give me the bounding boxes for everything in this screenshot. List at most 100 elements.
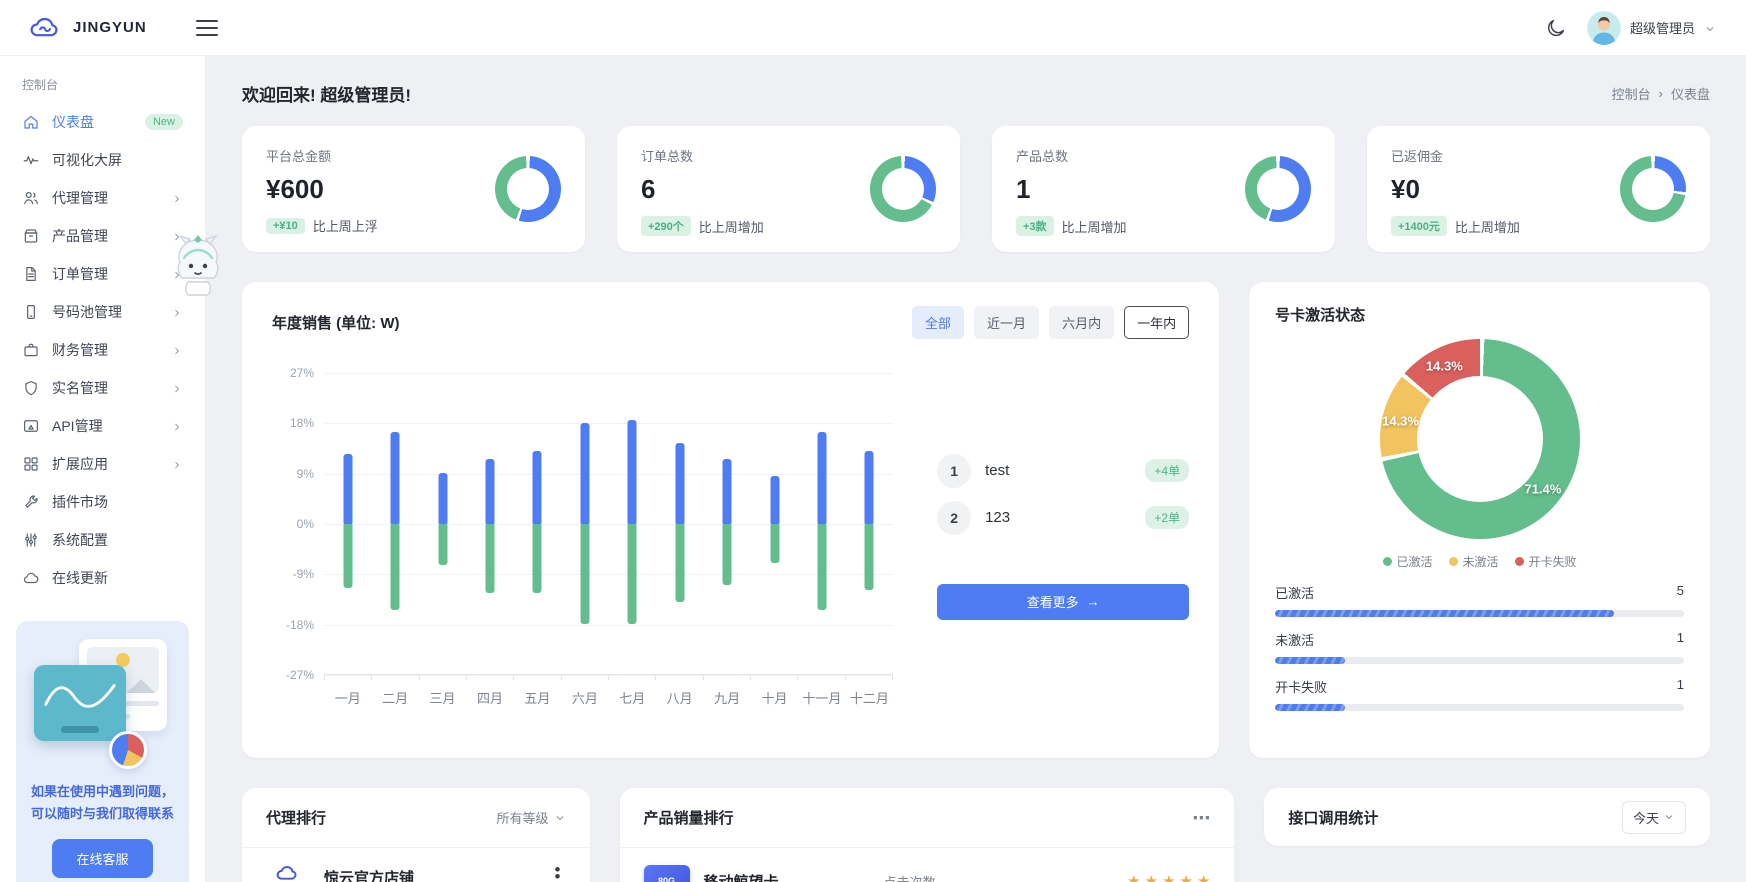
file-icon xyxy=(22,265,40,283)
sidebar-item-agent-management[interactable]: 代理管理 xyxy=(16,179,189,217)
progress-label: 未激活 xyxy=(1275,633,1315,648)
progress-row: 已激活 5 xyxy=(1275,583,1684,617)
ranking-row[interactable]: 1 test +4单 xyxy=(937,453,1190,488)
x-tick xyxy=(372,675,420,680)
month-label: 九月 xyxy=(714,691,741,706)
rank-name: test xyxy=(985,462,1010,479)
bar-column xyxy=(514,373,561,674)
rank-number: 1 xyxy=(937,453,972,488)
legend-item[interactable]: 开卡失败 xyxy=(1514,553,1577,570)
month-label: 四月 xyxy=(476,691,503,706)
sidebar-item-order-management[interactable]: 订单管理 xyxy=(16,255,189,293)
stat-card: 平台总金额 ¥600 +¥10 比上周上浮 xyxy=(242,126,585,252)
hamburger-icon[interactable] xyxy=(196,19,218,36)
tab-six-months[interactable]: 六月内 xyxy=(1049,306,1115,339)
chevron-right-icon xyxy=(171,420,183,432)
bar-column xyxy=(798,373,845,674)
mascot-character[interactable] xyxy=(166,232,230,298)
product-row[interactable]: 80G 移动鲸望卡 点击次数 ★ ★ ★ ★ ★ xyxy=(620,848,1235,882)
progress-head: 未激活 1 xyxy=(1275,630,1684,649)
stat-label: 已返佣金 xyxy=(1391,149,1444,164)
sidebar-item-finance[interactable]: 财务管理 xyxy=(16,331,189,369)
progress-head: 已激活 5 xyxy=(1275,583,1684,602)
avatar xyxy=(1586,10,1621,45)
shop-name: 惊云官方店铺 xyxy=(324,869,415,882)
bar-column xyxy=(466,373,513,674)
donut-hole xyxy=(1416,376,1543,502)
stat-card-info: 订单总数 6 +290个 比上周增加 xyxy=(641,146,764,236)
star-icon: ★ xyxy=(1179,873,1193,882)
x-tick xyxy=(467,675,515,680)
sidebar-item-visual-screen[interactable]: 可视化大屏 xyxy=(16,141,189,179)
online-support-button[interactable]: 在线客服 xyxy=(52,839,153,879)
gridline xyxy=(324,675,894,676)
stat-label: 平台总金额 xyxy=(266,149,332,164)
sidebar-item-product-management[interactable]: 产品管理 xyxy=(16,217,189,255)
ranking-row[interactable]: 2 123 +2单 xyxy=(937,500,1190,535)
bar-positive xyxy=(438,473,448,524)
view-more-button[interactable]: 查看更多 → xyxy=(937,583,1190,620)
product-name: 移动鲸望卡 xyxy=(703,873,779,882)
breadcrumb-console[interactable]: 控制台 xyxy=(1611,86,1651,102)
progress-track xyxy=(1275,704,1684,711)
sidebar-item-extensions[interactable]: 扩展应用 xyxy=(16,445,189,483)
stats-row: 平台总金额 ¥600 +¥10 比上周上浮 订单总数 6 +290个 比上周增加 产品总数 1 +3… xyxy=(242,126,1710,252)
more-options-icon[interactable]: ⋯ xyxy=(1192,807,1211,828)
agent-level-filter[interactable]: 所有等级 xyxy=(497,808,566,827)
app-logo[interactable]: JINGYUN xyxy=(0,16,170,40)
x-tick xyxy=(324,675,373,680)
month-label: 十一月 xyxy=(802,691,842,706)
api-period-select[interactable]: 今天 xyxy=(1621,800,1686,834)
sidebar-item-number-pool[interactable]: 号码池管理 xyxy=(16,293,189,331)
cloud-logo-icon xyxy=(30,17,58,36)
sidebar-item-system-config[interactable]: 系统配置 xyxy=(16,521,189,559)
user-menu[interactable]: 超级管理员 xyxy=(1586,10,1716,45)
month-label: 一月 xyxy=(334,691,361,706)
bar-positive xyxy=(722,459,732,524)
stat-card-info: 已返佣金 ¥0 +1400元 比上周增加 xyxy=(1391,146,1520,236)
sidebar-item-online-update[interactable]: 在线更新 xyxy=(16,559,189,597)
sidebar-item-realname[interactable]: 实名管理 xyxy=(16,369,189,407)
help-text: 如果在使用中遇到问题，可以随时与我们取得联系 xyxy=(30,784,174,822)
cloud-icon xyxy=(22,569,40,587)
tab-last-month[interactable]: 近一月 xyxy=(974,306,1040,339)
window-icon xyxy=(22,417,40,435)
stat-note: 比上周增加 xyxy=(698,219,764,235)
sidebar-item-dashboard[interactable]: 仪表盘 New xyxy=(16,103,189,141)
progress-fill xyxy=(1275,610,1615,617)
activation-progress-list: 已激活 5 未激活 1 开卡失败 1 xyxy=(1275,583,1684,711)
rank-number: 2 xyxy=(937,500,972,535)
sidebar-item-label: API管理 xyxy=(52,418,103,434)
product-metric-label: 点击次数 xyxy=(883,874,936,882)
progress-value: 1 xyxy=(1676,677,1684,692)
x-tick xyxy=(656,675,704,680)
month-label: 七月 xyxy=(619,691,646,706)
sidebar-item-api-management[interactable]: API管理 xyxy=(16,407,189,445)
api-stats-title: 接口调用统计 xyxy=(1288,809,1379,827)
x-tick xyxy=(798,675,846,680)
legend-item[interactable]: 已激活 xyxy=(1382,553,1433,570)
legend-dot xyxy=(1514,557,1524,566)
legend-label: 开卡失败 xyxy=(1528,555,1577,569)
tab-one-year[interactable]: 一年内 xyxy=(1124,306,1190,339)
pie-illustration xyxy=(109,731,147,769)
activation-legend: 已激活 未激活 开卡失败 xyxy=(1275,553,1684,570)
bar-negative xyxy=(722,523,732,585)
bar-negative xyxy=(438,523,448,566)
agent-ranking-card: 代理排行 所有等级 W-CARD 惊云官方店铺 ••• xyxy=(242,788,590,882)
stat-change-badge: +3款 xyxy=(1016,216,1054,236)
moon-icon[interactable] xyxy=(1545,17,1567,39)
more-vertical-icon[interactable]: ••• xyxy=(554,859,561,882)
gridline xyxy=(324,473,894,475)
bar-positive xyxy=(390,431,400,524)
sidebar-item-plugin-market[interactable]: 插件市场 xyxy=(16,483,189,521)
breadcrumb-dashboard[interactable]: 仪表盘 xyxy=(1670,86,1710,102)
stat-footnote: +¥10 比上周上浮 xyxy=(266,216,378,235)
stat-donut-chart xyxy=(1620,156,1686,222)
agent-row[interactable]: W-CARD 惊云官方店铺 ••• xyxy=(242,848,590,882)
chevron-right-icon xyxy=(171,458,183,470)
tab-all[interactable]: 全部 xyxy=(912,306,965,339)
legend-item[interactable]: 未激活 xyxy=(1448,553,1499,570)
bar-negative xyxy=(485,523,495,594)
progress-label: 开卡失败 xyxy=(1275,680,1328,695)
